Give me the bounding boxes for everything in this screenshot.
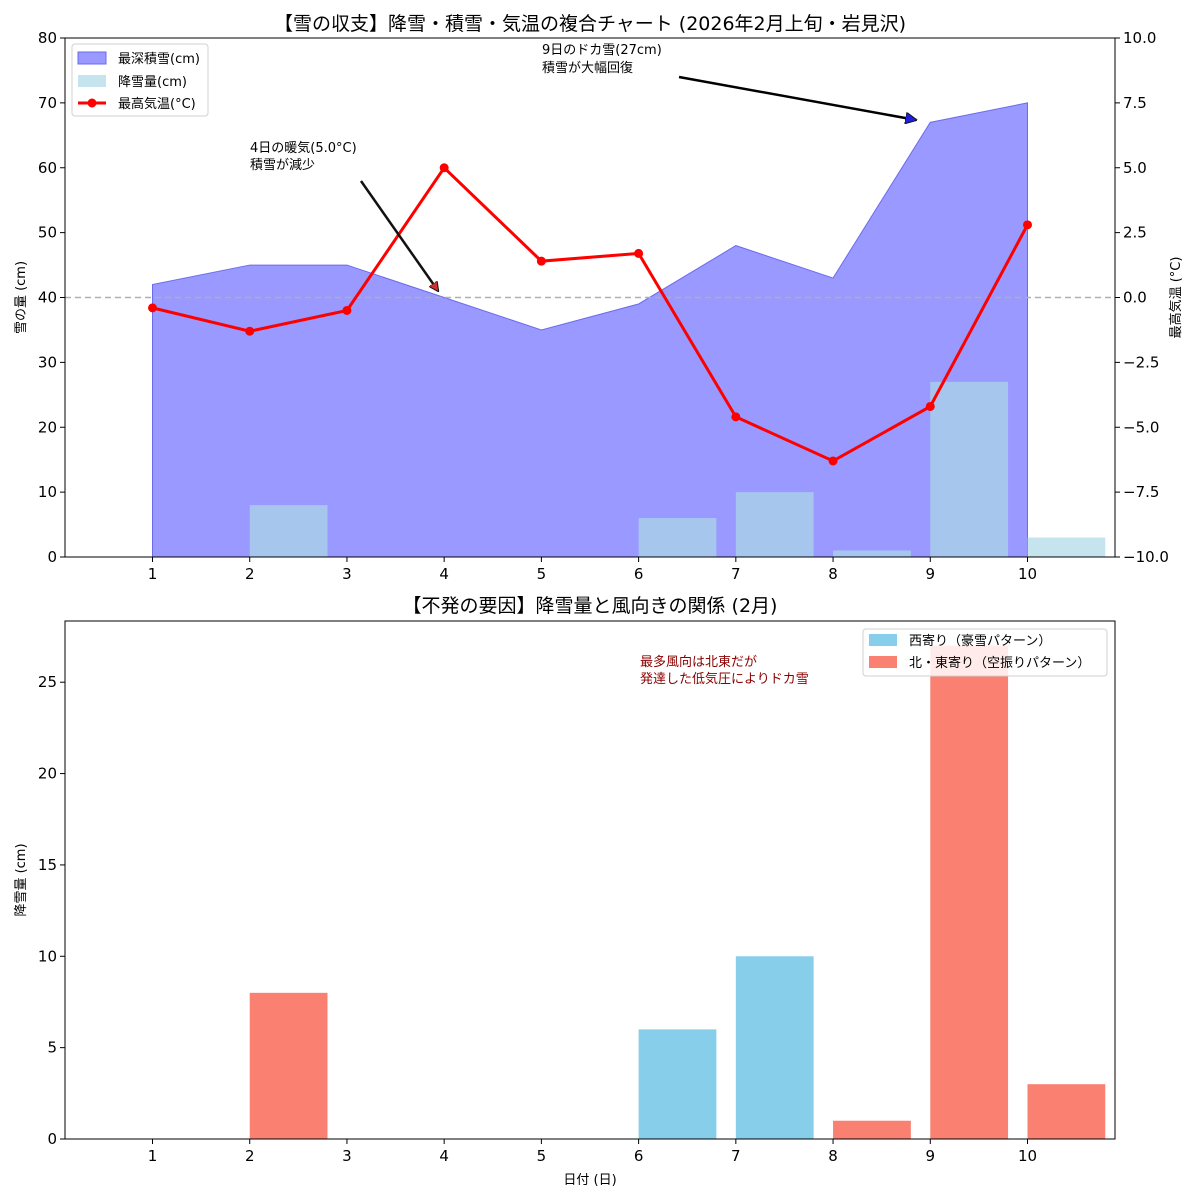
x-tick-label: 7: [731, 1147, 741, 1165]
x-tick-label: 3: [342, 565, 352, 583]
y2-tick-label: 0.0: [1123, 289, 1147, 307]
x-tick-label: 1: [148, 565, 158, 583]
annotation-text: 積雪が減少: [250, 157, 315, 173]
legend-label: 西寄り（豪雪パターン）: [909, 633, 1051, 649]
y2-tick-label: −7.5: [1123, 483, 1159, 501]
max-temp-point: [925, 401, 935, 411]
y-tick-label: 25: [38, 673, 57, 691]
note-text: 最多風向は北東だが: [640, 654, 757, 670]
snow-depth-area: [152, 102, 1028, 558]
snowfall-bar: [735, 492, 814, 557]
x-tick-label: 8: [828, 565, 838, 583]
legend-swatch-snowfall: [78, 75, 106, 87]
x-tick-label: 9: [926, 565, 936, 583]
chart2-title: 【不発の要因】降雪量と風向きの関係 (2月): [403, 595, 778, 617]
x-tick-label: 6: [634, 565, 644, 583]
annotation-arrow: [359, 180, 438, 291]
legend-swatch-snow-depth: [77, 51, 107, 65]
x-tick-label: 1: [148, 1147, 158, 1165]
x-tick-label: 9: [926, 1147, 936, 1165]
y-tick-label: 60: [38, 159, 57, 177]
legend-label: 北・東寄り（空振りパターン）: [909, 655, 1090, 671]
x-tick-label: 8: [828, 1147, 838, 1165]
y-tick-label: 10: [38, 947, 57, 965]
annotation-text: 9日のドカ雪(27cm): [542, 43, 662, 58]
x-tick-label: 6: [634, 1147, 644, 1165]
max-temp-point: [828, 456, 838, 466]
y-tick-label: 50: [38, 224, 57, 242]
chart1-title: 【雪の収支】降雪・積雪・気温の複合チャート (2026年2月上旬・岩見沢): [274, 13, 906, 35]
y2-tick-label: −10.0: [1123, 548, 1169, 566]
y-axis-label: 降雪量 (cm): [14, 843, 29, 916]
max-temp-point: [439, 163, 449, 173]
legend-swatch-temp-point: [87, 98, 97, 108]
x-tick-label: 7: [731, 565, 741, 583]
note-text: 発達した低気圧によりドカ雪: [640, 671, 809, 687]
y-tick-label: 0: [47, 548, 57, 566]
y2-tick-label: 5.0: [1123, 159, 1147, 177]
y2-tick-label: 10.0: [1123, 29, 1156, 47]
x-tick-label: 10: [1018, 1147, 1037, 1165]
snowfall-wind-bar: [1027, 1084, 1106, 1139]
snowfall-wind-bar: [930, 645, 1009, 1139]
y-tick-label: 10: [38, 483, 57, 501]
max-temp-point: [1023, 220, 1032, 230]
x-axis-label: 日付 (日): [563, 1173, 616, 1188]
legend-label: 降雪量(cm): [118, 75, 187, 90]
y-tick-label: 70: [38, 94, 57, 112]
annotation-text: 4日の暖気(5.0°C): [250, 140, 357, 156]
legend-swatch-north-east: [869, 656, 897, 668]
y-tick-label: 0: [47, 1130, 57, 1148]
snowfall-wind-bar: [638, 1029, 717, 1139]
max-temp-line: [152, 165, 1029, 463]
snowfall-bar: [638, 518, 717, 557]
x-tick-label: 10: [1018, 565, 1037, 583]
max-temp-point: [634, 248, 644, 258]
snowfall-bar: [1027, 537, 1106, 557]
max-temp-point: [731, 412, 741, 422]
legend-swatch-west: [869, 634, 897, 646]
x-tick-label: 2: [245, 565, 255, 583]
legend-label: 最高気温(°C): [118, 96, 196, 112]
x-tick-label: 5: [537, 1147, 547, 1165]
chart2-frame: [64, 620, 1116, 1140]
y-tick-label: 15: [38, 856, 57, 874]
max-temp-point: [245, 326, 255, 336]
snowfall-wind-bar: [249, 992, 328, 1139]
y-tick-label: 30: [38, 353, 57, 371]
max-temp-point: [342, 305, 352, 315]
y-tick-label: 20: [38, 765, 57, 783]
y2-tick-label: −5.0: [1123, 418, 1159, 436]
y-axis-label: 雪の量 (cm): [14, 261, 29, 334]
y-tick-label: 20: [38, 418, 57, 436]
chart2-legend: [862, 628, 1108, 677]
x-tick-label: 2: [245, 1147, 255, 1165]
legend-label: 最深積雪(cm): [118, 52, 200, 67]
snowfall-bar: [930, 381, 1009, 557]
max-temp-point: [536, 256, 546, 266]
snowfall-bar: [833, 550, 911, 557]
snowfall-wind-bar: [735, 956, 814, 1139]
annotation-arrow: [678, 75, 916, 120]
y-tick-label: 5: [47, 1039, 57, 1057]
annotation-text: 積雪が大幅回復: [542, 60, 633, 76]
snowfall-wind-bar: [833, 1120, 911, 1139]
x-tick-label: 4: [439, 1147, 449, 1165]
x-tick-label: 3: [342, 1147, 352, 1165]
x-tick-label: 5: [537, 565, 547, 583]
y-tick-label: 80: [38, 29, 57, 47]
y2-axis-label: 最高気温 (°C): [1168, 257, 1184, 339]
x-tick-label: 4: [439, 565, 449, 583]
y-tick-label: 40: [38, 289, 57, 307]
y2-tick-label: 2.5: [1123, 224, 1147, 242]
y2-tick-label: −2.5: [1123, 353, 1159, 371]
max-temp-point: [148, 303, 157, 313]
snowfall-bar: [249, 505, 328, 557]
y2-tick-label: 7.5: [1123, 94, 1147, 112]
